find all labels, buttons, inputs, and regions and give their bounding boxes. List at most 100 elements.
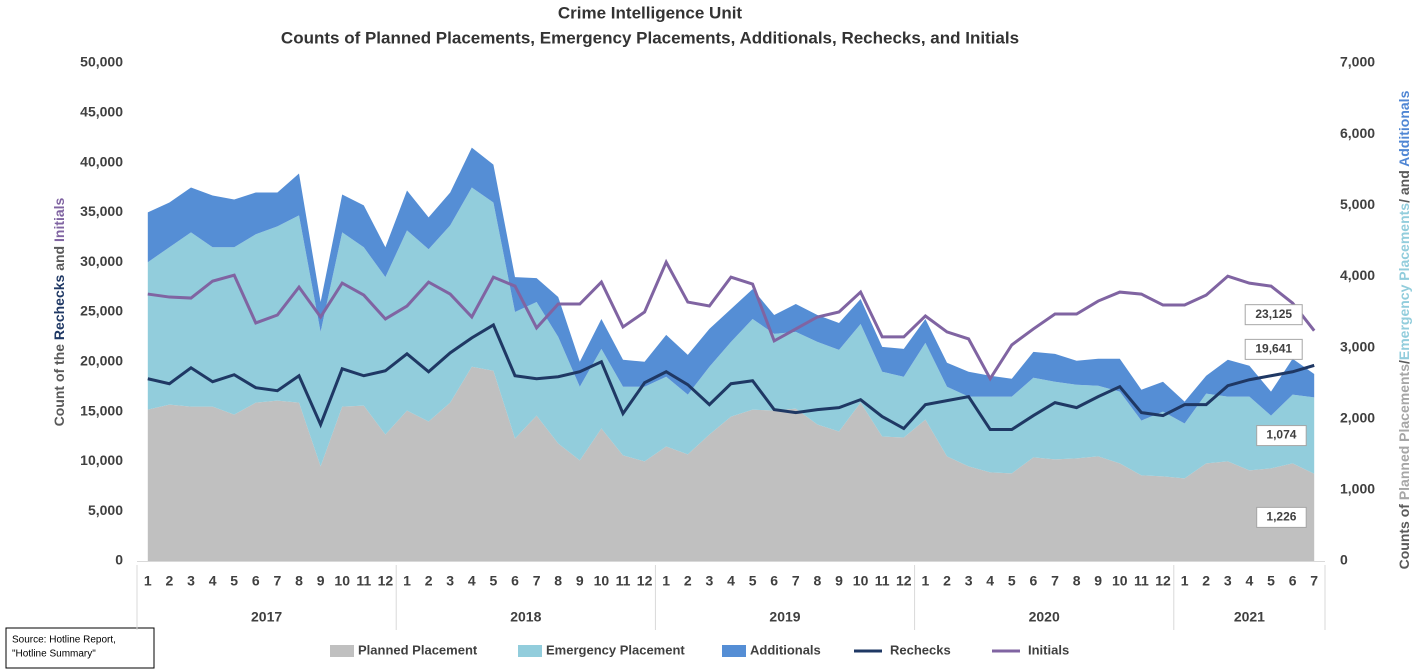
axis-title: Counts of Planned Placements/Emergency P… (1396, 90, 1412, 569)
x-tick-label: 11 (356, 573, 371, 589)
x-tick-label: 2 (1202, 573, 1210, 589)
line (147, 258, 1316, 382)
x-group-label: 2019 (769, 609, 800, 625)
x-tick-label: 5 (230, 573, 238, 589)
axis-title-part: Planned Placements (1396, 364, 1412, 500)
axis-title-part: Count of the (51, 340, 67, 426)
legend-label: Emergency Placement (546, 642, 685, 657)
data-label-box (1256, 425, 1307, 447)
x-tick-label: 8 (1073, 573, 1081, 589)
x-tick-label: 4 (209, 573, 217, 589)
data-label: 1,074 (1266, 428, 1296, 442)
x-tick-label: 1 (662, 573, 670, 589)
y2-tick-label: 5,000 (1340, 196, 1375, 212)
area (147, 147, 1315, 424)
y2-tick-label: 6,000 (1340, 125, 1375, 141)
x-tick-label: 6 (770, 573, 778, 589)
x-tick-label: 11 (1134, 573, 1149, 589)
y2-tick-label: 4,000 (1340, 267, 1375, 283)
axis-title: Count of the Rechecks and Initials (51, 197, 67, 426)
x-tick-label: 7 (533, 573, 541, 589)
x-tick-label: 5 (1267, 573, 1275, 589)
x-tick-label: 1 (144, 573, 152, 589)
x-tick-label: 4 (986, 573, 994, 589)
x-tick-label: 10 (594, 573, 610, 589)
x-tick-label: 4 (727, 573, 735, 589)
x-tick-label: 6 (1030, 573, 1038, 589)
source-line: Source: Hotline Report, (12, 635, 116, 646)
legend-swatch (330, 645, 354, 657)
y-tick-label: 35,000 (80, 203, 123, 219)
y-tick-label: 30,000 (80, 253, 123, 269)
x-group-label: 2021 (1234, 609, 1265, 625)
line (147, 322, 1315, 432)
legend-swatch (518, 645, 542, 657)
x-tick-label: 5 (749, 573, 757, 589)
y-tick-label: 15,000 (80, 402, 123, 418)
x-tick-label: 8 (554, 573, 562, 589)
x-tick-label: 12 (378, 573, 394, 589)
x-tick-label: 7 (1051, 573, 1059, 589)
axis-title-part: Additionals (1396, 90, 1412, 166)
data-label: 1,226 (1266, 510, 1296, 524)
x-tick-label: 12 (637, 573, 653, 589)
data-label: 23,125 (1255, 307, 1292, 321)
legend-label: Additionals (750, 642, 821, 657)
x-tick-label: 2 (684, 573, 692, 589)
x-tick-label: 9 (1094, 573, 1102, 589)
x-tick-label: 3 (965, 573, 973, 589)
axis-title-part: Emergency Placements (1396, 203, 1412, 360)
x-tick-label: 10 (334, 573, 350, 589)
y-tick-label: 40,000 (80, 153, 123, 169)
chart-subtitle: Counts of Planned Placements, Emergency … (281, 28, 1019, 47)
data-label: 19,641 (1255, 342, 1292, 356)
y2-tick-label: 0 (1340, 552, 1348, 568)
y-tick-label: 45,000 (80, 104, 123, 120)
x-tick-label: 9 (576, 573, 584, 589)
chart-title: Crime Intelligence Unit (558, 3, 743, 22)
x-tick-label: 7 (274, 573, 282, 589)
y2-tick-label: 7,000 (1340, 54, 1375, 70)
x-tick-label: 6 (511, 573, 519, 589)
legend-swatch (722, 645, 746, 657)
x-tick-label: 3 (706, 573, 714, 589)
x-tick-label: 11 (875, 573, 890, 589)
x-tick-label: 11 (616, 573, 631, 589)
y2-tick-label: 1,000 (1340, 481, 1375, 497)
axis-title-part: / and (1396, 167, 1412, 203)
x-tick-label: 12 (1155, 573, 1171, 589)
x-tick-label: 9 (317, 573, 325, 589)
y-tick-label: 25,000 (80, 303, 123, 319)
x-tick-label: 8 (814, 573, 822, 589)
axis-title-part: Initials (51, 197, 67, 242)
legend-label: Planned Placement (358, 642, 478, 657)
y-tick-label: 50,000 (80, 54, 123, 70)
x-tick-label: 10 (853, 573, 869, 589)
x-tick-label: 8 (295, 573, 303, 589)
x-tick-label: 1 (1181, 573, 1189, 589)
x-tick-label: 4 (1246, 573, 1254, 589)
x-tick-label: 7 (792, 573, 800, 589)
x-tick-label: 9 (835, 573, 843, 589)
y2-tick-label: 2,000 (1340, 409, 1375, 425)
y-tick-label: 20,000 (80, 353, 123, 369)
axis-title-part: / (1396, 360, 1412, 364)
x-group-label: 2018 (510, 609, 541, 625)
data-label-box (1256, 506, 1307, 528)
axis-title-part: Rechecks (51, 274, 67, 340)
x-tick-label: 1 (403, 573, 411, 589)
x-tick-label: 12 (896, 573, 912, 589)
x-tick-label: 5 (490, 573, 498, 589)
x-tick-label: 7 (1310, 573, 1318, 589)
x-tick-label: 1 (922, 573, 930, 589)
x-tick-label: 6 (252, 573, 260, 589)
x-tick-label: 10 (1112, 573, 1128, 589)
y-tick-label: 0 (115, 552, 123, 568)
axis-title-part: and (51, 242, 67, 275)
x-tick-label: 2 (166, 573, 174, 589)
x-tick-label: 5 (1008, 573, 1016, 589)
x-tick-label: 3 (1224, 573, 1232, 589)
axis-title-part: Counts of (1396, 500, 1412, 569)
x-tick-label: 4 (468, 573, 476, 589)
